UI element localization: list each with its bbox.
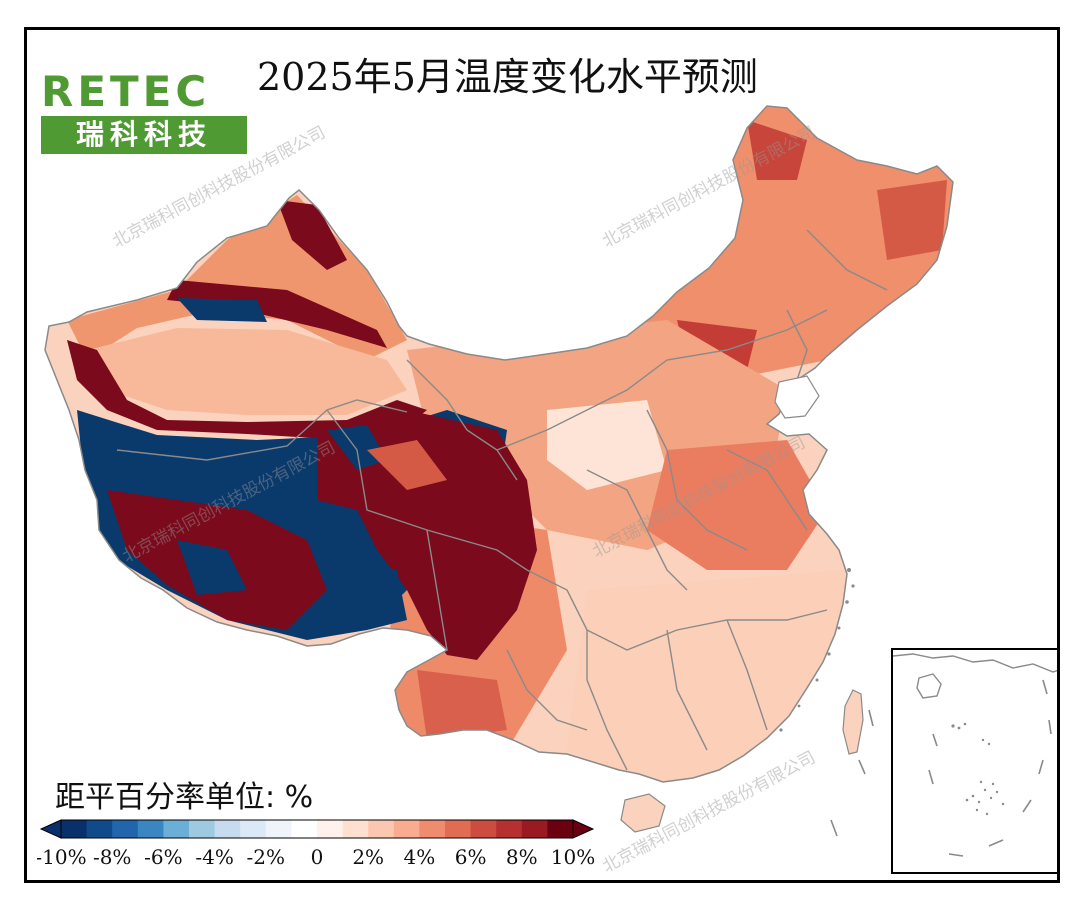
boundary-yangtze: [526, 569, 828, 651]
province-boundaries: [116, 229, 888, 771]
legend-color-cell: [291, 820, 318, 838]
legend-tick-label: 8%: [506, 845, 538, 869]
altai-hot-spot: [277, 200, 347, 270]
legend-color-cell: [317, 820, 344, 838]
boundary-hunan-guangdong: [666, 629, 708, 751]
hainan-island: [620, 793, 666, 833]
legend-color-cell: [393, 820, 420, 838]
tarim-basin-region: [87, 328, 407, 415]
legend-outline: [60, 819, 574, 839]
color-legend: -10% -8% -6% -4% -2% 0 2% 4% 6% 8% 10%: [37, 819, 595, 869]
legend-tick-label: -10%: [37, 845, 87, 869]
boundary-sichuan-tibet: [426, 529, 448, 651]
tianshan-hot-band: [167, 280, 387, 348]
tianshan-cool-spot: [177, 298, 267, 322]
boundary-yunnan-guizhou: [506, 649, 588, 731]
inset-coastline: [892, 653, 1057, 673]
legend-color-cell: [521, 820, 548, 838]
bohai-sea: [774, 375, 820, 419]
legend-color-cell: [189, 820, 216, 838]
south-china-sea-inset: [891, 648, 1057, 874]
yunnan-hot-spot: [417, 670, 507, 740]
map-frame: 2025年5月温度变化水平预测 RETEC 瑞科科技 北京瑞科同创科技股份有限公…: [24, 27, 1060, 883]
taiwan-island: [842, 689, 864, 755]
boundary-shandong: [726, 449, 808, 531]
legend-color-cell: [368, 820, 395, 838]
unit-label: 距平百分率单位: %: [55, 780, 314, 815]
boundary-jilin-liaoning: [786, 309, 808, 381]
logo-latin-text: RETEC: [41, 67, 211, 116]
boundary-heilongjiang-jilin: [806, 229, 888, 291]
inset-islands: [951, 722, 1005, 816]
legend-color-cell: [112, 820, 139, 838]
qinghai-cool-patch: [327, 425, 387, 470]
legend-color-cell: [240, 820, 267, 838]
inset-nine-dash-line: [928, 679, 1052, 857]
inset-map: [892, 653, 1057, 857]
legend-color-cell: [342, 820, 369, 838]
loess-pale-region: [547, 400, 667, 490]
legend-tick-label: 10%: [551, 845, 595, 869]
legend-tick-label: -6%: [144, 845, 183, 869]
boundary-xinjiang-tibet: [116, 399, 408, 461]
north-china-plain-region: [647, 440, 827, 570]
legend-tick-label: -8%: [93, 845, 132, 869]
boundary-shanxi-hebei: [646, 409, 748, 551]
boundary-guizhou-guangxi: [586, 630, 628, 771]
tarim-rim-hot-band: [67, 340, 427, 440]
legend-tick-label: 2%: [352, 845, 384, 869]
legend-color-cell: [470, 820, 497, 838]
legend-color-cell: [163, 820, 190, 838]
legend-color-cells: [39, 819, 595, 839]
boundary-jiangxi-fujian: [726, 619, 768, 731]
map-title: 2025年5月温度变化水平预测: [257, 55, 758, 99]
legend-min-arrow: [39, 819, 62, 839]
company-logo: RETEC 瑞科科技: [41, 70, 247, 190]
legend-color-cell: [265, 820, 292, 838]
legend-tick-labels: -10% -8% -6% -4% -2% 0 2% 4% 6% 8% 10%: [37, 845, 595, 869]
northeast-hot-spot-1: [747, 120, 807, 180]
china-outline: [44, 105, 954, 783]
east-tibet-cool-patch: [347, 560, 407, 630]
boundary-inner-mongolia: [496, 309, 828, 451]
boundary-gansu: [406, 359, 518, 481]
legend-color-cell: [419, 820, 446, 838]
temperature-anomaly-map: [44, 105, 954, 837]
south-tibet-cool-patch: [177, 540, 247, 595]
legend-tick-label: -2%: [247, 845, 286, 869]
south-china-region: [567, 570, 847, 782]
coastal-islands: [779, 568, 855, 732]
legend-color-cell: [496, 820, 523, 838]
legend-tick-label: -4%: [195, 845, 234, 869]
legend-color-cell: [137, 820, 164, 838]
boundary-shaanxi-henan: [586, 469, 688, 591]
legend-color-cell: [214, 820, 241, 838]
legend-tick-label: 0: [311, 845, 324, 869]
legend-tick-label: 4%: [404, 845, 436, 869]
boundary-qinghai-tibet: [326, 409, 528, 571]
qaidam-warm-patch: [367, 440, 447, 490]
legend-color-cell: [445, 820, 472, 838]
legend-color-cell: [547, 820, 574, 838]
qinghai-hot-region: [317, 410, 537, 660]
sea-dashes: [830, 709, 874, 837]
legend-tick-label: 6%: [455, 845, 487, 869]
logo-chinese-text: 瑞科科技: [41, 116, 247, 154]
inset-hainan: [916, 673, 942, 699]
legend-color-cell: [61, 820, 88, 838]
legend-max-arrow: [572, 819, 595, 839]
northeast-hot-spot-2: [877, 180, 947, 260]
legend-color-cell: [86, 820, 113, 838]
